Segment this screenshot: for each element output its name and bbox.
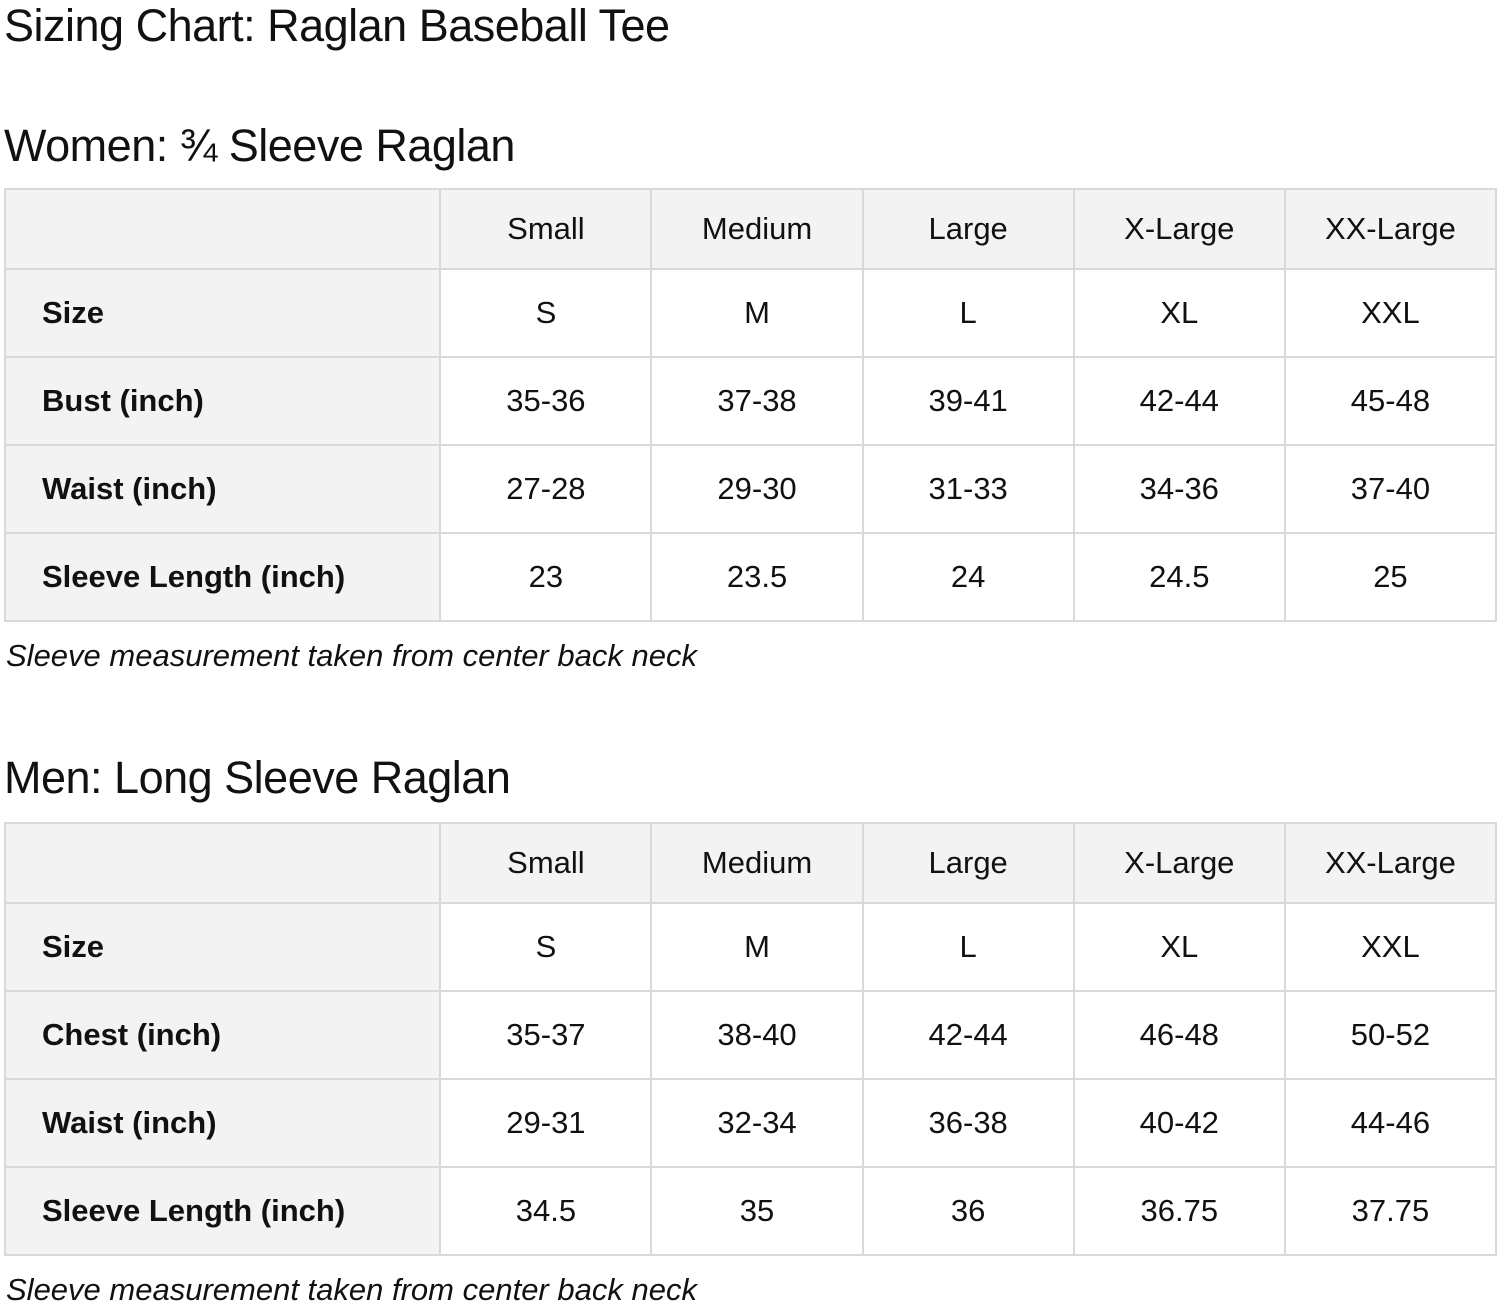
value-cell: 36-38 bbox=[861, 1078, 1075, 1169]
size-table-women: Small Medium Large X-Large XX-Large Size S M L X… bbox=[3, 188, 1498, 623]
page-title: Sizing Chart: Raglan Baseball Tee bbox=[4, 0, 670, 51]
value-cell: M bbox=[650, 268, 864, 359]
value-cell: 31-33 bbox=[861, 444, 1075, 535]
section-heading-women: Women: ¾ Sleeve Raglan bbox=[4, 120, 515, 172]
value-cell: 37-40 bbox=[1283, 444, 1498, 535]
value-cell: 29-31 bbox=[439, 1078, 653, 1169]
value-cell: 46-48 bbox=[1072, 990, 1286, 1081]
value-cell: 37-38 bbox=[650, 356, 864, 447]
section-heading-men: Men: Long Sleeve Raglan bbox=[4, 752, 511, 804]
value-cell: XL bbox=[1072, 268, 1286, 359]
value-cell: S bbox=[439, 902, 653, 993]
column-header: Medium bbox=[650, 188, 864, 271]
column-header: X-Large bbox=[1072, 822, 1286, 905]
value-cell: XXL bbox=[1283, 902, 1498, 993]
row-label: Waist (inch) bbox=[3, 1078, 442, 1169]
value-cell: 24 bbox=[861, 532, 1075, 623]
table-row: Size S M L XL XXL bbox=[3, 268, 1498, 359]
value-cell: L bbox=[861, 268, 1075, 359]
column-header: Small bbox=[439, 822, 653, 905]
value-cell: 37.75 bbox=[1283, 1166, 1498, 1257]
value-cell: 34-36 bbox=[1072, 444, 1286, 535]
column-header: Large bbox=[861, 822, 1075, 905]
table-note-men: Sleeve measurement taken from center bac… bbox=[6, 1272, 697, 1308]
value-cell: 42-44 bbox=[861, 990, 1075, 1081]
table-row: Size S M L XL XXL bbox=[3, 902, 1498, 993]
value-cell: 35-37 bbox=[439, 990, 653, 1081]
value-cell: 34.5 bbox=[439, 1166, 653, 1257]
column-header: X-Large bbox=[1072, 188, 1286, 271]
value-cell: XL bbox=[1072, 902, 1286, 993]
value-cell: 50-52 bbox=[1283, 990, 1498, 1081]
value-cell: 40-42 bbox=[1072, 1078, 1286, 1169]
value-cell: 24.5 bbox=[1072, 532, 1286, 623]
table-row: Chest (inch) 35-37 38-40 42-44 46-48 50-52 bbox=[3, 990, 1498, 1081]
table-note-women: Sleeve measurement taken from center bac… bbox=[6, 638, 697, 674]
value-cell: 36.75 bbox=[1072, 1166, 1286, 1257]
column-header: Medium bbox=[650, 822, 864, 905]
table-row: Sleeve Length (inch) 34.5 35 36 36.75 37.75 bbox=[3, 1166, 1498, 1257]
table-row: Bust (inch) 35-36 37-38 39-41 42-44 45-48 bbox=[3, 356, 1498, 447]
row-label: Bust (inch) bbox=[3, 356, 442, 447]
row-label: Waist (inch) bbox=[3, 444, 442, 535]
column-header: Small bbox=[439, 188, 653, 271]
value-cell: 45-48 bbox=[1283, 356, 1498, 447]
value-cell: 35 bbox=[650, 1166, 864, 1257]
value-cell: L bbox=[861, 902, 1075, 993]
value-cell: 44-46 bbox=[1283, 1078, 1498, 1169]
row-label: Size bbox=[3, 902, 442, 993]
corner-cell bbox=[3, 188, 442, 271]
table-row: Sleeve Length (inch) 23 23.5 24 24.5 25 bbox=[3, 532, 1498, 623]
value-cell: 39-41 bbox=[861, 356, 1075, 447]
size-table-men: Small Medium Large X-Large XX-Large Size S M L X… bbox=[3, 822, 1498, 1257]
row-label: Sleeve Length (inch) bbox=[3, 1166, 442, 1257]
column-header: XX-Large bbox=[1283, 188, 1498, 271]
value-cell: 38-40 bbox=[650, 990, 864, 1081]
value-cell: 23.5 bbox=[650, 532, 864, 623]
value-cell: 29-30 bbox=[650, 444, 864, 535]
header-row: Small Medium Large X-Large XX-Large bbox=[3, 188, 1498, 271]
row-label: Sleeve Length (inch) bbox=[3, 532, 442, 623]
row-label: Size bbox=[3, 268, 442, 359]
header-row: Small Medium Large X-Large XX-Large bbox=[3, 822, 1498, 905]
value-cell: 36 bbox=[861, 1166, 1075, 1257]
value-cell: XXL bbox=[1283, 268, 1498, 359]
value-cell: M bbox=[650, 902, 864, 993]
value-cell: 27-28 bbox=[439, 444, 653, 535]
column-header: Large bbox=[861, 188, 1075, 271]
value-cell: 23 bbox=[439, 532, 653, 623]
value-cell: 32-34 bbox=[650, 1078, 864, 1169]
value-cell: S bbox=[439, 268, 653, 359]
corner-cell bbox=[3, 822, 442, 905]
column-header: XX-Large bbox=[1283, 822, 1498, 905]
row-label: Chest (inch) bbox=[3, 990, 442, 1081]
value-cell: 35-36 bbox=[439, 356, 653, 447]
value-cell: 25 bbox=[1283, 532, 1498, 623]
table-row: Waist (inch) 29-31 32-34 36-38 40-42 44-46 bbox=[3, 1078, 1498, 1169]
value-cell: 42-44 bbox=[1072, 356, 1286, 447]
table-row: Waist (inch) 27-28 29-30 31-33 34-36 37-40 bbox=[3, 444, 1498, 535]
